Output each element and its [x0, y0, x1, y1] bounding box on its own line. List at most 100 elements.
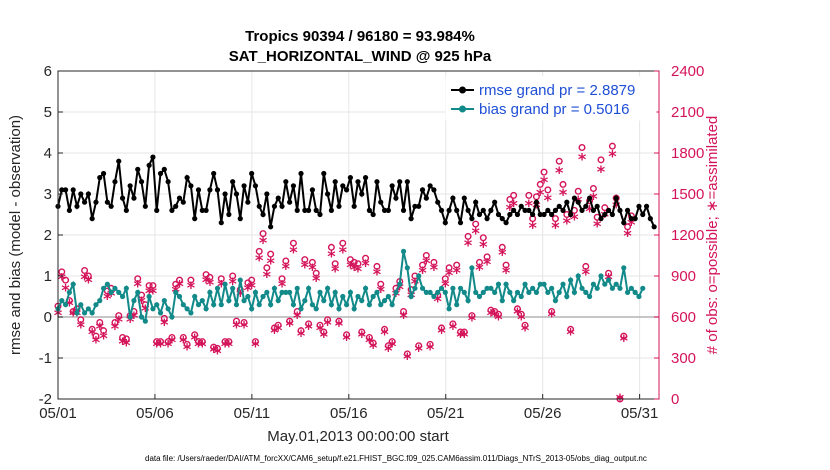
obs-possible-point [555, 157, 563, 165]
bias-point [100, 285, 107, 291]
rmse-point [302, 207, 308, 213]
obs-assimilated-point: * [77, 318, 86, 337]
obs-assimilated-point: * [623, 226, 632, 245]
bias-point [62, 302, 69, 308]
bias-point [332, 289, 338, 295]
bias-point [514, 289, 521, 295]
bias-point [476, 293, 483, 300]
obs-possible-point [92, 332, 100, 340]
rmse-point [575, 199, 581, 205]
obs-possible-point [358, 328, 366, 336]
rmse-point [154, 207, 160, 213]
obs-possible-point [589, 185, 597, 193]
bias-point [203, 306, 209, 312]
obs-assimilated-series: ****************************************… [54, 147, 636, 409]
obs-possible-point [289, 239, 297, 247]
obs-possible-point [157, 338, 165, 346]
bias-point [283, 289, 289, 295]
bias-point [85, 306, 91, 312]
rmse-point [279, 203, 285, 209]
obs-possible-point [582, 262, 590, 270]
bias-point [446, 306, 452, 312]
x-tick-label: 05/31 [621, 405, 659, 422]
rmse-point [499, 216, 505, 222]
obs-possible-point [278, 275, 286, 283]
bias-point [400, 248, 407, 254]
obs-possible-point [354, 260, 362, 268]
obs-possible-point [624, 223, 632, 231]
rmse-point [108, 203, 114, 209]
rmse-point [230, 179, 236, 185]
obs-assimilated-point: * [532, 197, 541, 216]
bias-point [256, 302, 262, 308]
obs-assimilated-point: * [323, 315, 332, 334]
rmse-point [381, 207, 388, 213]
obs-possible-point [308, 258, 316, 266]
obs-assimilated-point: * [365, 333, 374, 352]
obs-assimilated-point: * [506, 200, 515, 219]
bias-point [605, 277, 612, 283]
rmse-point [518, 203, 524, 209]
obs-possible-point [449, 320, 457, 328]
rmse-point [412, 203, 418, 209]
bias-point [613, 281, 619, 287]
rmse-point [93, 199, 99, 205]
obs-possible-point [240, 318, 248, 326]
obs-possible-point [422, 251, 430, 259]
rmse-point [438, 207, 445, 213]
rmse-point [169, 207, 175, 213]
bias-point [321, 298, 327, 304]
rmse-point [298, 170, 304, 177]
obs-assimilated-point: * [198, 337, 207, 356]
obs-assimilated-point: * [582, 264, 591, 283]
obs-possible-point [301, 256, 309, 264]
obs-assimilated-point: * [168, 333, 177, 352]
obs-possible-point [343, 331, 351, 339]
bias-point [306, 285, 312, 291]
x-tick-label: 05/16 [330, 405, 368, 422]
obs-assimilated-point: * [206, 275, 215, 294]
rmse-point [484, 216, 490, 222]
obs-possible-point [119, 334, 127, 342]
rmse-point [526, 207, 532, 213]
rmse-point [161, 166, 167, 172]
bias-point [359, 298, 365, 304]
y-axis-left-label: rmse and bias (model - observation) [7, 115, 24, 355]
bias-point [150, 306, 156, 312]
y-right-tick-label: 600 [671, 309, 696, 326]
rmse-point [552, 207, 559, 213]
obs-assimilated-point: * [153, 337, 162, 356]
bias-point [66, 289, 72, 295]
bias-point [142, 318, 148, 324]
rmse-point [226, 211, 232, 218]
rmse-point [488, 207, 494, 213]
obs-assimilated-point: * [559, 185, 568, 204]
y-right-tick-label: 0 [671, 391, 679, 408]
obs-assimilated-point: * [187, 278, 196, 297]
obs-possible-point [441, 275, 449, 283]
rmse-point [222, 191, 228, 197]
rmse-point [556, 203, 562, 209]
obs-assimilated-point: * [426, 339, 435, 358]
bias-point [317, 289, 323, 295]
bias-point [340, 293, 346, 300]
rmse-point [446, 207, 452, 213]
bias-point [473, 289, 479, 295]
bias-point [324, 285, 331, 291]
rmse-point [530, 211, 536, 218]
y-right-tick-label: 2100 [671, 104, 704, 121]
obs-possible-point [377, 280, 385, 288]
legend-rmse-label: rmse grand pr = 2.8879 [479, 82, 635, 99]
obs-possible-point [210, 343, 218, 351]
obs-assimilated-point: * [65, 296, 74, 315]
rmse-point [393, 195, 399, 201]
bias-point [241, 298, 247, 304]
y-right-tick-label: 1800 [671, 145, 704, 162]
obs-assimilated-point: * [84, 272, 93, 291]
bias-point [328, 302, 334, 308]
rmse-point [465, 207, 471, 213]
obs-assimilated-point: * [449, 319, 458, 338]
rmse-point [495, 211, 502, 218]
y-left-tick-label: 0 [44, 309, 52, 326]
obs-possible-point [479, 234, 487, 242]
